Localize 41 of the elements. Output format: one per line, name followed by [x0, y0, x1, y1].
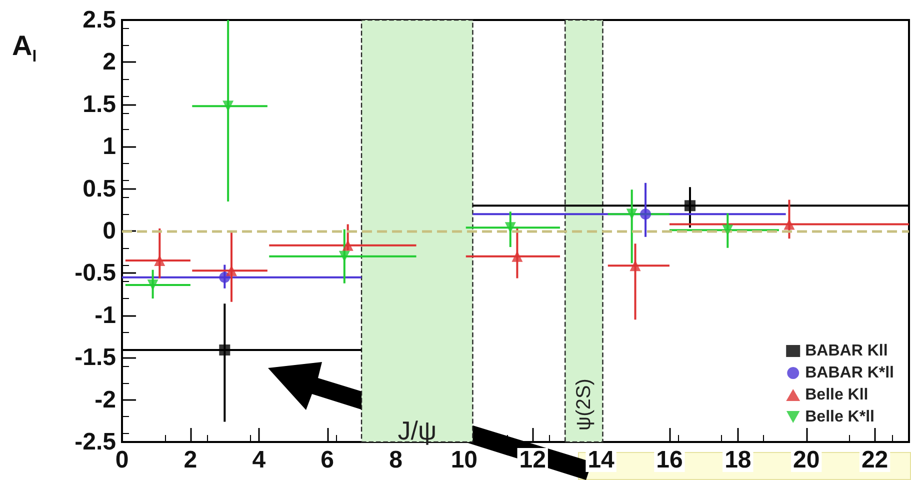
- legend-label: BABAR Kll: [805, 342, 888, 360]
- x-tick-label: 12: [519, 446, 546, 474]
- y-tick-label: 2: [102, 48, 116, 76]
- legend-label: BABAR K*ll: [805, 364, 894, 382]
- y-tick-label: -1.5: [74, 344, 116, 372]
- y-tick-label: -1: [94, 302, 116, 329]
- y-tick-label: -2.5: [74, 428, 116, 456]
- x-tick-label: 16: [656, 446, 683, 474]
- point: [640, 208, 652, 220]
- band-label: J/ψ: [398, 416, 437, 446]
- point: [784, 218, 795, 230]
- x-tick-label: 4: [252, 446, 266, 474]
- x-tick-label: 20: [792, 446, 820, 474]
- point: [626, 208, 638, 220]
- x-tick-label: 6: [320, 446, 334, 474]
- x-tick-label: 22: [861, 446, 888, 474]
- point: [504, 222, 516, 234]
- y-axis-title: A$_{l}$: [12, 30, 37, 67]
- point: [219, 272, 230, 283]
- y-tick-label: 2.5: [82, 6, 116, 34]
- point: [630, 260, 641, 272]
- band-label: ψ(2S): [572, 378, 595, 431]
- legend-label: Belle K*ll: [805, 408, 874, 426]
- y-tick-label: -2: [94, 386, 116, 414]
- y-tick-label: 1: [102, 133, 116, 160]
- x-tick-label: 14: [588, 446, 616, 474]
- x-tick-label: 2: [184, 446, 198, 474]
- point: [219, 344, 230, 356]
- x-tick-label: 18: [724, 446, 752, 474]
- legend-label: Belle Kll: [805, 386, 868, 404]
- x-tick-label: 8: [389, 446, 402, 474]
- y-tick-label: -0.5: [74, 260, 116, 287]
- y-tick-label: 1.5: [82, 90, 116, 118]
- point: [722, 224, 734, 236]
- point: [338, 250, 350, 262]
- y-tick-label: 0.5: [82, 175, 116, 202]
- x-tick-label: 10: [450, 446, 478, 474]
- y-tick-label: 0: [102, 218, 116, 244]
- point: [222, 100, 234, 112]
- point: [684, 200, 696, 212]
- point: [154, 255, 166, 266]
